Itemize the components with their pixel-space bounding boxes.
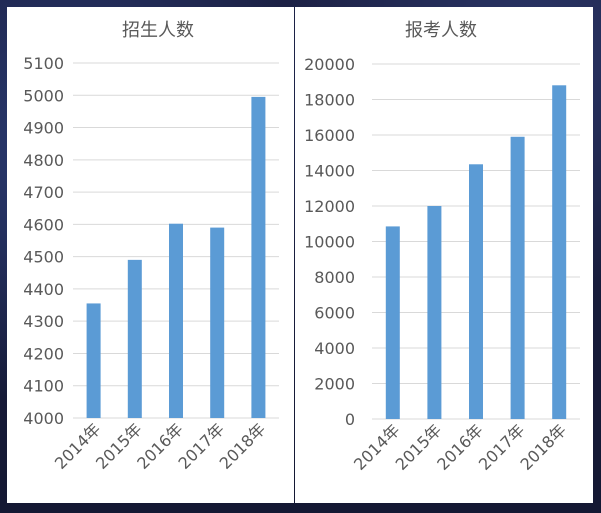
y-tick-label: 4200 [23, 344, 64, 363]
applicants-chart: 报考人数 0 2000 4000 6000 8000 10000 12000 14000 160… [304, 20, 580, 474]
x-tick-label: 2017年 [475, 420, 529, 474]
x-tick-label: 2018年 [516, 420, 570, 474]
y-tick-label: 4400 [23, 280, 64, 299]
y-tick-label: 4900 [23, 119, 64, 138]
x-tick-label: 2014年 [350, 420, 404, 474]
y-tick-label: 5000 [23, 86, 64, 105]
y-tick-label: 8000 [314, 268, 355, 287]
y-tick-label: 4700 [23, 183, 64, 202]
bar [251, 96, 266, 419]
bar [469, 164, 483, 419]
y-tick-label: 4000 [23, 409, 64, 428]
y-tick-label: 14000 [304, 162, 355, 181]
bar [510, 136, 525, 419]
y-tick-label: 6000 [314, 304, 355, 323]
bar [86, 303, 101, 418]
chart-title: 报考人数 [405, 20, 477, 41]
chart-panel-applicants: 报考人数 0 2000 4000 6000 8000 10000 12000 14000 160… [295, 7, 593, 503]
bar [552, 85, 567, 420]
y-tick-label: 4000 [314, 339, 355, 358]
x-tick-label: 2018年 [216, 419, 270, 473]
x-tick-label: 2015年 [392, 420, 446, 474]
y-tick-label: 2000 [314, 375, 355, 394]
y-tick-label: 4600 [23, 215, 64, 234]
bar [210, 227, 225, 418]
y-tick-label: 4300 [23, 312, 64, 331]
admissions-chart: 招生人数 4000 4100 4200 4300 4400 4500 4600 4700 480… [23, 20, 279, 473]
y-tick-label: 4100 [23, 377, 64, 396]
y-tick-label: 20000 [304, 55, 355, 74]
y-tick-label: 5100 [23, 54, 64, 73]
y-tick-label: 4500 [23, 248, 64, 267]
x-tick-label: 2016年 [433, 420, 487, 474]
y-tick-label: 16000 [304, 126, 355, 145]
y-tick-label: 4800 [23, 151, 64, 170]
bar [127, 259, 142, 418]
bar [385, 226, 400, 419]
y-tick-label: 10000 [304, 233, 355, 252]
chart-panel-admissions: 招生人数 4000 4100 4200 4300 4400 4500 4600 4700 480… [7, 7, 294, 503]
y-tick-label: 18000 [304, 91, 355, 110]
chart-title: 招生人数 [122, 20, 194, 41]
y-tick-label: 12000 [304, 197, 355, 216]
bar [427, 206, 442, 419]
y-tick-label: 0 [345, 410, 355, 429]
bar [169, 223, 183, 418]
